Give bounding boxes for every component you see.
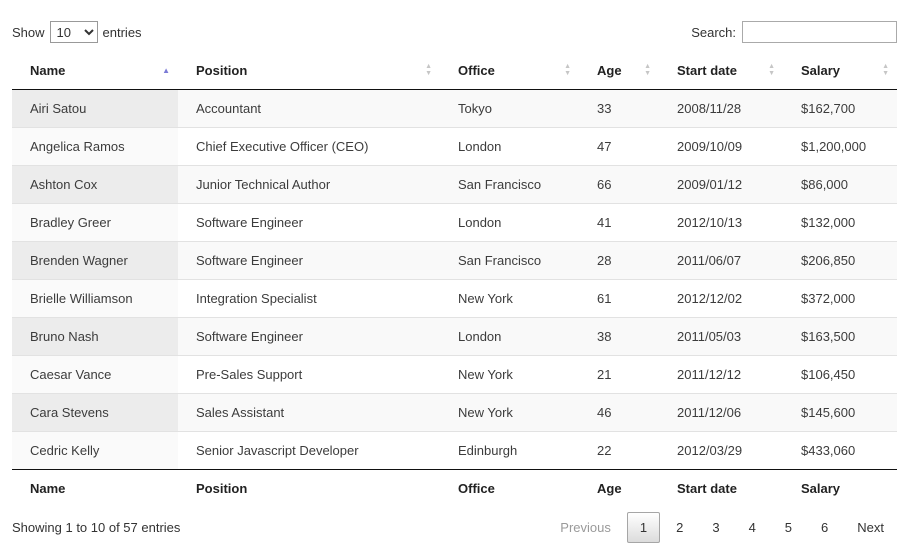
- next-page-button[interactable]: Next: [857, 519, 884, 535]
- page-button-2[interactable]: 2: [676, 519, 684, 535]
- column-header-start-date[interactable]: Start date ▲ ▼: [659, 52, 783, 90]
- page-button-4[interactable]: 4: [748, 519, 756, 535]
- table-row[interactable]: Cedric Kelly Senior Javascript Developer…: [12, 431, 897, 470]
- table-row[interactable]: Angelica Ramos Chief Executive Officer (…: [12, 127, 897, 166]
- footer-column-salary: Salary: [783, 469, 897, 507]
- column-header-salary[interactable]: Salary ▲ ▼: [783, 52, 897, 90]
- footer-column-position: Position: [178, 469, 440, 507]
- sort-both-icon: ▲ ▼: [768, 62, 775, 77]
- table-row[interactable]: Caesar Vance Pre-Sales Support New York …: [12, 355, 897, 394]
- footer-column-name: Name: [12, 469, 178, 507]
- table-row[interactable]: Bradley Greer Software Engineer London 4…: [12, 203, 897, 242]
- data-table: Name ▲ Position ▲ ▼ Office ▲ ▼ Age ▲ ▼ Star…: [12, 52, 897, 507]
- column-header-office[interactable]: Office ▲ ▼: [440, 52, 579, 90]
- entries-label: entries: [102, 24, 142, 40]
- footer-column-office: Office: [440, 469, 579, 507]
- table-bottom-bar: Showing 1 to 10 of 57 entries Previous 1…: [12, 509, 897, 545]
- page-button-1[interactable]: 1: [626, 511, 661, 543]
- sort-both-icon: ▲ ▼: [564, 62, 571, 77]
- column-header-name[interactable]: Name ▲: [12, 52, 178, 90]
- sort-both-icon: ▲ ▼: [644, 62, 651, 77]
- search-input[interactable]: [742, 21, 897, 43]
- previous-page-button[interactable]: Previous: [560, 519, 611, 535]
- column-header-age[interactable]: Age ▲ ▼: [579, 52, 659, 90]
- table-row[interactable]: Brenden Wagner Software Engineer San Fra…: [12, 241, 897, 280]
- search-label: Search:: [691, 24, 736, 40]
- page-button-3[interactable]: 3: [712, 519, 720, 535]
- entries-length-control: Show 10 entries: [12, 21, 142, 43]
- footer-column-start-date: Start date: [659, 469, 783, 507]
- sort-both-icon: ▲ ▼: [425, 62, 432, 77]
- table-row[interactable]: Brielle Williamson Integration Specialis…: [12, 279, 897, 318]
- table-row[interactable]: Cara Stevens Sales Assistant New York 46…: [12, 393, 897, 432]
- table-footer: Name Position Office Age Start date Sala…: [12, 469, 897, 507]
- entries-select[interactable]: 10: [49, 21, 98, 43]
- sort-ascending-icon: ▲: [162, 65, 170, 75]
- page-button-6[interactable]: 6: [821, 519, 829, 535]
- table-row[interactable]: Ashton Cox Junior Technical Author San F…: [12, 165, 897, 204]
- footer-column-age: Age: [579, 469, 659, 507]
- table-row[interactable]: Airi Satou Accountant Tokyo 33 2008/11/2…: [12, 89, 897, 128]
- table-row[interactable]: Bruno Nash Software Engineer London 38 2…: [12, 317, 897, 356]
- table-body: Airi Satou Accountant Tokyo 33 2008/11/2…: [12, 89, 897, 470]
- pagination: Previous 1 2 3 4 5 6 Next: [544, 511, 897, 543]
- column-header-position[interactable]: Position ▲ ▼: [178, 52, 440, 90]
- entries-info: Showing 1 to 10 of 57 entries: [12, 519, 181, 535]
- sort-both-icon: ▲ ▼: [882, 62, 889, 77]
- search-control: Search:: [691, 21, 897, 43]
- table-controls: Show 10 entries Search:: [12, 20, 897, 44]
- show-label: Show: [12, 24, 45, 40]
- page-button-5[interactable]: 5: [784, 519, 793, 535]
- table-header: Name ▲ Position ▲ ▼ Office ▲ ▼ Age ▲ ▼ Star…: [12, 52, 897, 90]
